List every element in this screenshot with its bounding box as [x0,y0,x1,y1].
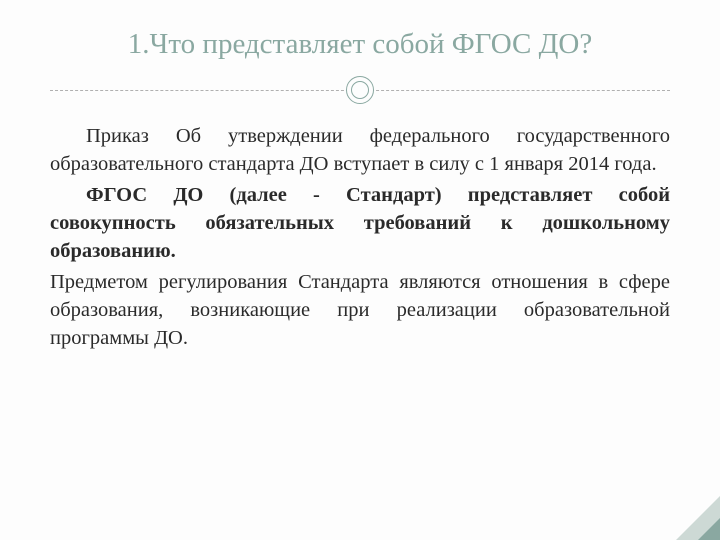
body-content: Приказ Об утверждении федерального госуд… [50,123,670,356]
corner-accent-icon [676,496,720,540]
paragraph-3: Предметом регулирования Стандарта являют… [50,269,670,352]
slide: 1.Что представляет собой ФГОС ДО? Приказ… [0,0,720,540]
slide-title: 1.Что представляет собой ФГОС ДО? [50,28,670,61]
title-divider [50,75,670,105]
paragraph-1: Приказ Об утверждении федерального госуд… [50,123,670,178]
divider-circle-icon [346,76,374,104]
paragraph-2: ФГОС ДО (далее - Стандарт) представляет … [50,182,670,265]
